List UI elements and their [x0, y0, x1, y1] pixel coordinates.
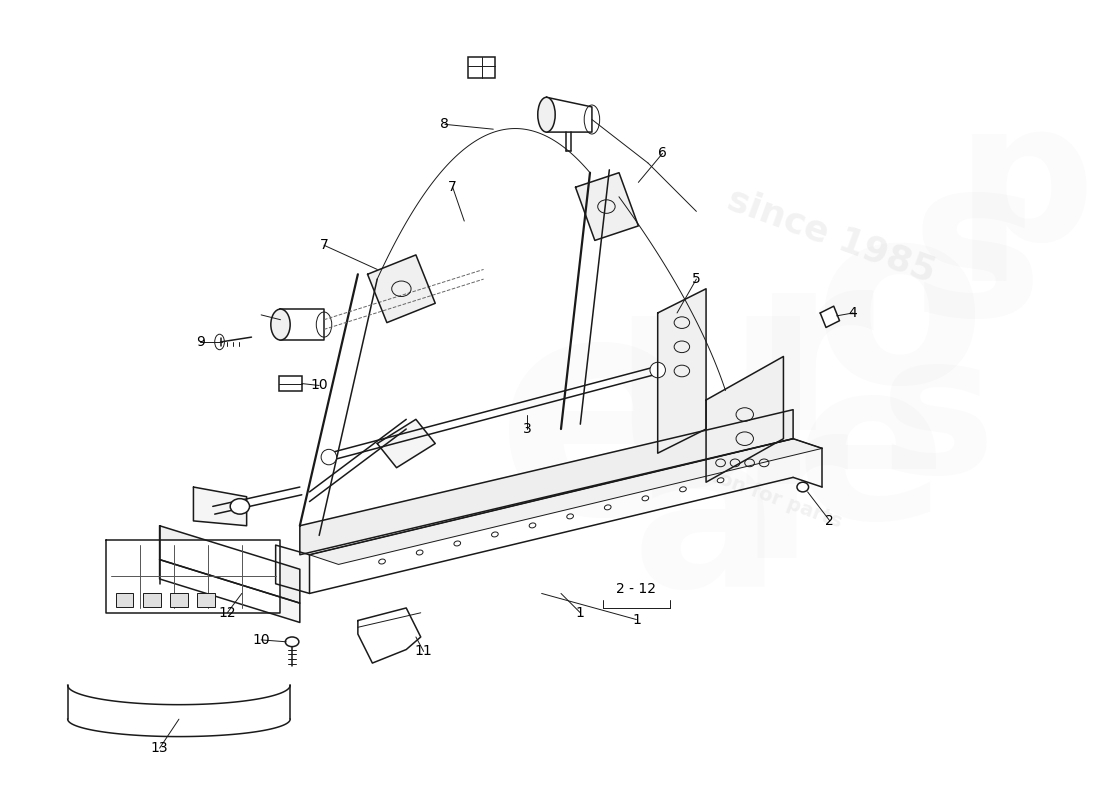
- Ellipse shape: [642, 496, 649, 501]
- Ellipse shape: [454, 541, 461, 546]
- Ellipse shape: [604, 505, 612, 510]
- Text: 8: 8: [440, 118, 450, 131]
- Text: u: u: [607, 251, 825, 549]
- Ellipse shape: [650, 362, 666, 378]
- Text: 3: 3: [522, 422, 531, 436]
- Ellipse shape: [321, 450, 337, 465]
- Text: e: e: [496, 281, 703, 578]
- Text: 10: 10: [252, 633, 270, 647]
- Ellipse shape: [378, 559, 385, 564]
- Text: r: r: [738, 390, 848, 604]
- Bar: [117, 594, 133, 607]
- Text: 1: 1: [632, 613, 641, 626]
- Text: 2: 2: [825, 514, 834, 528]
- Text: s: s: [880, 326, 997, 514]
- Polygon shape: [160, 526, 300, 603]
- Polygon shape: [276, 545, 309, 594]
- Bar: [278, 376, 301, 391]
- Text: 7: 7: [320, 238, 329, 252]
- Polygon shape: [194, 487, 246, 526]
- Polygon shape: [107, 540, 280, 613]
- Text: p: p: [956, 94, 1094, 282]
- Ellipse shape: [271, 309, 290, 340]
- Text: 1: 1: [576, 606, 585, 620]
- Polygon shape: [575, 173, 638, 241]
- Text: a passion for parts: a passion for parts: [645, 443, 845, 531]
- Ellipse shape: [529, 523, 536, 528]
- Ellipse shape: [285, 637, 299, 646]
- Bar: [170, 594, 188, 607]
- Text: 2 - 12: 2 - 12: [616, 582, 657, 596]
- Bar: [469, 57, 495, 78]
- Text: r: r: [751, 240, 874, 482]
- Polygon shape: [300, 410, 793, 554]
- Text: 7: 7: [449, 180, 456, 194]
- Ellipse shape: [230, 498, 250, 514]
- Text: 5: 5: [692, 272, 701, 286]
- Text: since 1985: since 1985: [723, 182, 940, 289]
- Text: e: e: [795, 351, 946, 565]
- Text: s: s: [911, 148, 1043, 362]
- Ellipse shape: [538, 98, 556, 132]
- Bar: [143, 594, 161, 607]
- Text: o: o: [814, 192, 986, 434]
- Text: 13: 13: [151, 741, 168, 755]
- Text: 11: 11: [415, 645, 432, 658]
- Text: 4: 4: [849, 306, 857, 320]
- Ellipse shape: [717, 478, 724, 482]
- Ellipse shape: [566, 514, 573, 519]
- Polygon shape: [160, 559, 300, 622]
- Polygon shape: [547, 98, 592, 132]
- Polygon shape: [358, 608, 420, 663]
- Polygon shape: [821, 306, 839, 327]
- Text: 10: 10: [310, 378, 328, 393]
- Polygon shape: [280, 309, 324, 340]
- Text: 6: 6: [658, 146, 667, 160]
- Polygon shape: [367, 255, 436, 322]
- Polygon shape: [377, 419, 436, 468]
- Ellipse shape: [492, 532, 498, 537]
- Polygon shape: [658, 289, 706, 453]
- Polygon shape: [706, 357, 783, 482]
- Ellipse shape: [680, 487, 686, 492]
- Ellipse shape: [416, 550, 424, 555]
- Bar: [197, 594, 215, 607]
- Text: a: a: [631, 418, 781, 633]
- Polygon shape: [309, 438, 822, 565]
- Ellipse shape: [798, 482, 808, 492]
- Text: 12: 12: [219, 606, 236, 620]
- Text: 9: 9: [196, 335, 205, 349]
